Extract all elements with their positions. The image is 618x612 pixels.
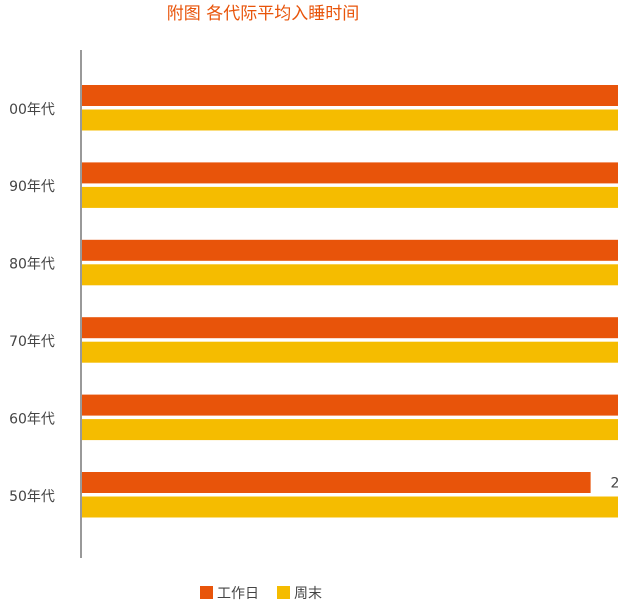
bar-weekend — [82, 419, 618, 441]
bar-weekend — [82, 186, 618, 208]
legend: 工作日 周末 — [200, 586, 322, 602]
bar-weekday — [82, 472, 591, 493]
legend-swatch-weekday — [200, 586, 213, 599]
bar-weekday — [82, 394, 618, 416]
chart-title: 附图 各代际平均入睡时间 — [167, 4, 359, 24]
legend-swatch-weekend — [277, 586, 290, 599]
bar-weekend — [82, 109, 618, 131]
category-label: 00年代 — [9, 102, 55, 118]
category-label: 70年代 — [9, 334, 55, 350]
bar-weekend — [82, 341, 618, 363]
category-label: 80年代 — [9, 257, 55, 273]
value-labels: 22:2523:3222:4823:5022:3823:3522:3723:37… — [610, 476, 618, 492]
bars-group — [82, 85, 618, 518]
legend-label-weekday: 工作日 — [217, 586, 259, 602]
bar-weekend — [82, 496, 618, 518]
bar-weekday — [82, 85, 618, 106]
data-label: 22:10 — [610, 476, 618, 492]
bar-weekday — [82, 162, 618, 184]
category-label: 60年代 — [9, 411, 55, 427]
bar-weekday — [82, 239, 618, 261]
bar-weekday — [82, 317, 618, 339]
category-label: 50年代 — [9, 489, 55, 505]
legend-label-weekend: 周末 — [294, 586, 322, 602]
bar-weekend — [82, 264, 618, 286]
category-label: 90年代 — [9, 179, 55, 195]
category-labels: 00年代 90年代 80年代 70年代 60年代 50年代 — [9, 102, 55, 505]
